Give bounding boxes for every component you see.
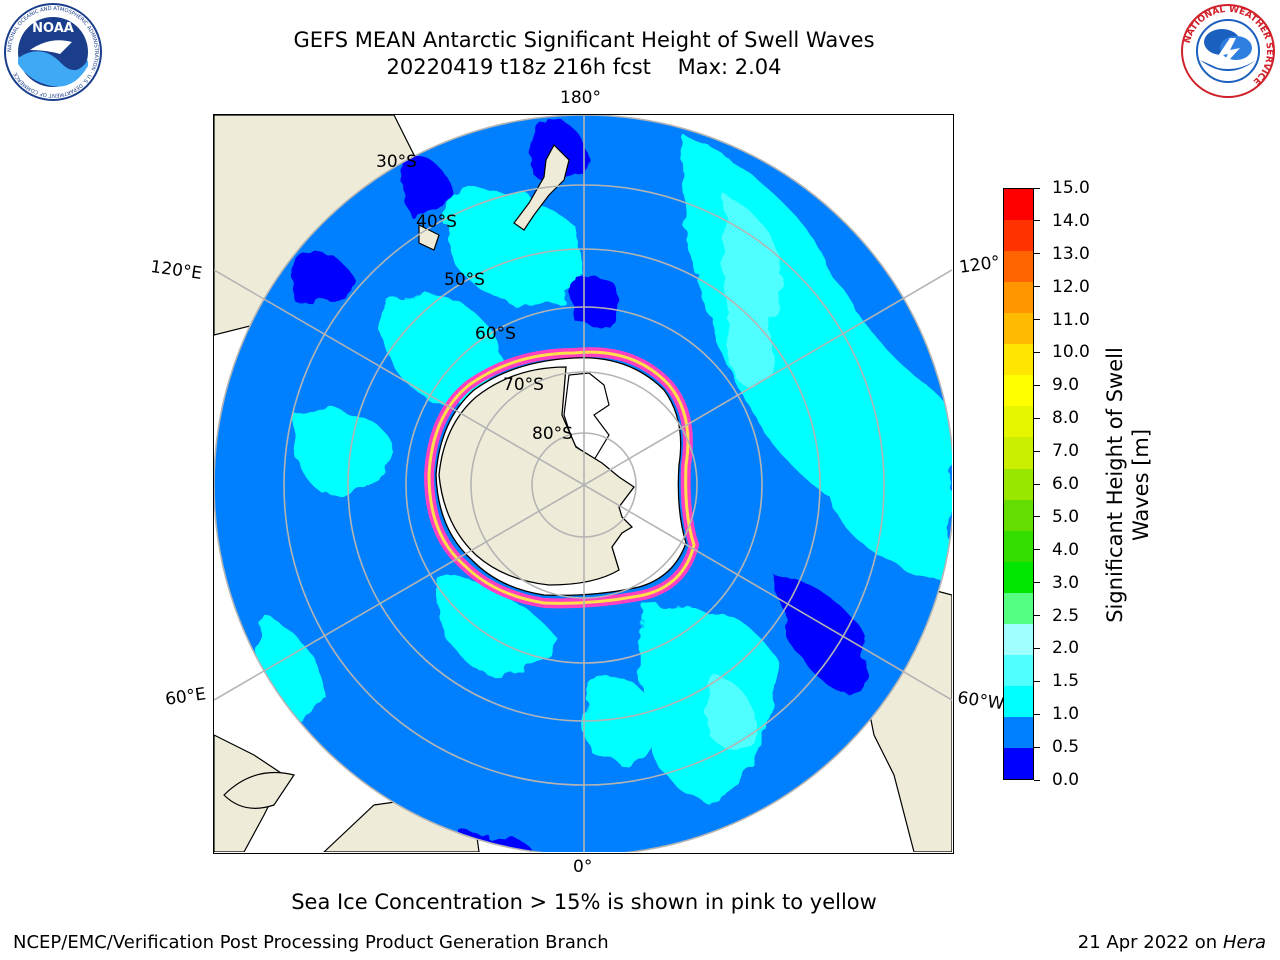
footer-machine-name: Hera [1222, 932, 1266, 953]
colorbar-tick [1034, 319, 1040, 321]
colorbar-title: Significant Height of Swell Waves [m] [1103, 347, 1153, 623]
antarctica-landmass [438, 366, 635, 586]
colorbar-tick [1034, 713, 1040, 715]
colorbar-segment [1004, 685, 1033, 717]
colorbar-tick-label: 15.0 [1052, 178, 1090, 198]
colorbar-segment [1004, 406, 1033, 438]
lon-label-120e: 120°E [149, 257, 204, 285]
colorbar-tick [1034, 483, 1040, 485]
colorbar-tick [1034, 549, 1040, 551]
colorbar-tick [1034, 680, 1040, 682]
lat-label-30s: 30°S [376, 152, 417, 172]
colorbar-tick [1034, 582, 1040, 584]
chart-title: GEFS MEAN Antarctic Significant Height o… [293, 28, 875, 52]
colorbar-tick [1034, 779, 1040, 781]
colorbar-segment [1004, 747, 1033, 779]
colorbar-tick-label: 5.0 [1052, 506, 1080, 527]
colorbar-segment [1004, 623, 1033, 655]
colorbar-tick [1034, 220, 1040, 222]
colorbar-tick [1034, 351, 1040, 353]
graticule [214, 115, 952, 852]
colorbar-tick-label: 0.5 [1052, 737, 1080, 758]
colorbar-segment [1004, 220, 1033, 252]
colorbar-segment [1004, 468, 1033, 500]
nws-logo-icon: NATIONAL WEATHER SERVICE [1178, 2, 1278, 100]
colorbar-segment [1004, 313, 1033, 345]
colorbar-tick [1034, 746, 1040, 748]
colorbar-tick [1034, 647, 1040, 649]
sea-ice-note: Sea Ice Concentration > 15% is shown in … [291, 890, 877, 914]
colorbar-tick-label: 3.0 [1052, 572, 1080, 593]
colorbar-tick [1034, 450, 1040, 452]
colorbar-tick-label: 12.0 [1052, 276, 1090, 297]
lat-label-40s: 40°S [416, 212, 457, 232]
colorbar-segment [1004, 499, 1033, 531]
map-panel [213, 114, 954, 854]
noaa-logo-icon: NOAA NATIONAL OCEANIC AND ATMOSPHERIC AD… [2, 2, 104, 102]
colorbar-tick [1034, 417, 1040, 419]
colorbar-tick-label: 2.0 [1052, 638, 1080, 659]
svg-text:NOAA: NOAA [32, 21, 74, 36]
colorbar-tick-label: 7.0 [1052, 441, 1080, 462]
lat-label-70s: 70°S [503, 375, 544, 395]
colorbar-tick-label: 13.0 [1052, 243, 1090, 264]
colorbar-tick-label: 9.0 [1052, 375, 1080, 396]
lat-label-80s: 80°S [532, 424, 573, 444]
colorbar-segment [1004, 592, 1033, 624]
colorbar-segment [1004, 251, 1033, 283]
colorbar-tick [1034, 286, 1040, 288]
colorbar-tick-label: 0.0 [1052, 770, 1080, 790]
island-landmass [223, 771, 295, 809]
lon-label-120w: 120° [958, 252, 1002, 278]
lon-label-0: 0° [573, 857, 593, 877]
colorbar-segment [1004, 716, 1033, 748]
colorbar-segment [1004, 561, 1033, 593]
footer-date: 21 Apr 2022 on Hera [1078, 932, 1266, 953]
colorbar-tick [1034, 615, 1040, 617]
colorbar-tick [1034, 516, 1040, 518]
lon-label-60e: 60°E [164, 684, 208, 710]
colorbar-segment [1004, 282, 1033, 314]
colorbar-tick-label: 4.0 [1052, 539, 1080, 560]
sea-ice-edge-yellow [427, 350, 696, 605]
colorbar-tick-label: 8.0 [1052, 408, 1080, 429]
colorbar-tick-label: 10.0 [1052, 342, 1090, 363]
colorbar-tick [1034, 187, 1040, 189]
colorbar-tick-label: 1.5 [1052, 671, 1080, 692]
footer-date-text: 21 Apr 2022 on [1077, 932, 1218, 953]
lon-label-180: 180° [560, 88, 601, 108]
colorbar-segment [1004, 530, 1033, 562]
colorbar-segment [1004, 344, 1033, 376]
colorbar-tick [1034, 384, 1040, 386]
lat-label-50s: 50°S [444, 270, 485, 290]
colorbar-tick-label: 14.0 [1052, 210, 1090, 231]
chart-subtitle: 20220419 t18z 216h fcst Max: 2.04 [386, 55, 782, 79]
colorbar-segment [1004, 189, 1033, 221]
colorbar-tick-label: 11.0 [1052, 309, 1090, 330]
lon-label-60w: 60°W [956, 688, 1006, 715]
colorbar-tick-label: 2.5 [1052, 605, 1080, 626]
colorbar-tick-label: 6.0 [1052, 474, 1080, 494]
colorbar-segment [1004, 437, 1033, 469]
footer-credit: NCEP/EMC/Verification Post Processing Pr… [13, 932, 609, 953]
colorbar-tick [1034, 253, 1040, 255]
colorbar-tick-label: 1.0 [1052, 704, 1080, 725]
colorbar [1003, 188, 1034, 780]
colorbar-segment [1004, 654, 1033, 686]
colorbar-segment [1004, 375, 1033, 407]
lat-label-60s: 60°S [475, 324, 516, 344]
